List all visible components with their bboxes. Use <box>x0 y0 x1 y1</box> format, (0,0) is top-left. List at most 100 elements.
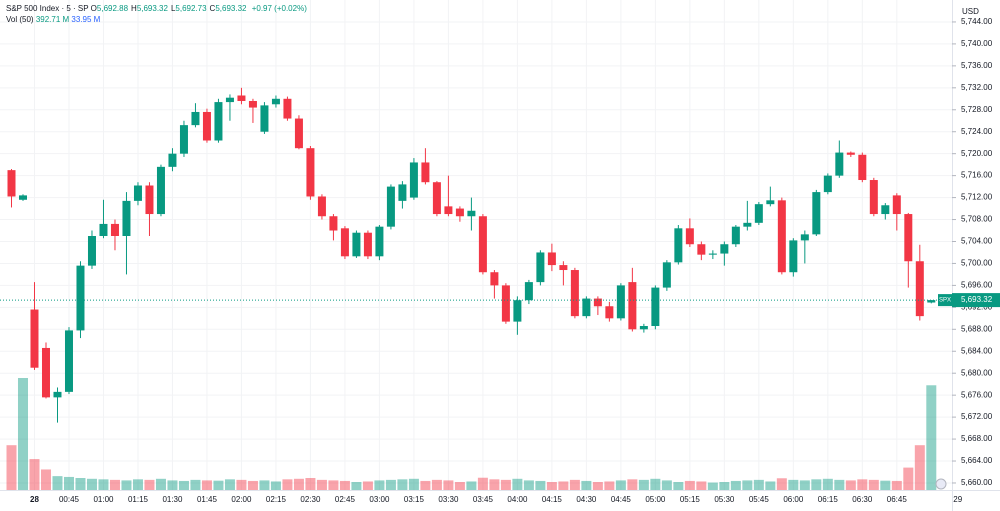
candle-body <box>720 244 729 254</box>
volume-bar <box>891 480 902 490</box>
volume-bar <box>213 480 224 490</box>
candle-body <box>892 195 901 215</box>
candle-body <box>432 182 441 215</box>
volume-bar <box>730 480 741 490</box>
volume-bar <box>374 480 385 490</box>
x-tick-label: 05:15 <box>680 495 701 504</box>
volume-bar <box>673 482 684 490</box>
candle-body <box>87 235 96 266</box>
candle-body <box>260 105 269 132</box>
volume-bar <box>190 479 201 490</box>
volume-bar <box>339 480 350 490</box>
candle-body <box>156 166 165 215</box>
candle-body <box>76 265 85 331</box>
volume-bar <box>799 480 810 490</box>
volume-bar <box>696 481 707 490</box>
volume-bar <box>811 479 822 490</box>
candle-body <box>363 232 372 257</box>
ohlc-key: O <box>90 4 97 13</box>
volume-bar <box>650 478 661 490</box>
volume-bar <box>420 480 431 490</box>
candle-body <box>64 330 73 392</box>
ohlc-value: 5,693.32 <box>136 4 168 13</box>
volume-bar <box>385 479 396 490</box>
x-tick-label: 06:00 <box>783 495 804 504</box>
ohlc-value: 5,692.88 <box>96 4 129 13</box>
candle-body <box>513 300 522 322</box>
volume-bar <box>638 479 649 490</box>
y-tick-label: 5,696.00 <box>961 281 993 290</box>
volume-bar <box>121 480 132 490</box>
volume-bar <box>201 480 212 490</box>
volume-title[interactable]: Vol (50) <box>6 15 34 24</box>
candle-body <box>915 261 924 317</box>
x-tick-label: 03:30 <box>438 495 459 504</box>
x-tick-label: 06:15 <box>818 495 839 504</box>
ohlc-value: 5,693.32 <box>215 4 247 13</box>
candle-body <box>283 98 292 119</box>
candle-body <box>743 222 752 227</box>
candle-body <box>202 111 211 141</box>
symbol[interactable]: S&P 500 Index · 5 · SP <box>6 4 89 13</box>
candle-body <box>651 287 660 327</box>
candle-body <box>754 204 763 223</box>
legend-row: S&P 500 Index · 5 · SP O5,692.88 H5,693.3… <box>6 3 307 14</box>
volume-bar <box>328 480 339 490</box>
volume-bar <box>305 478 316 490</box>
candle-body <box>248 100 257 108</box>
volume-bar <box>569 479 580 490</box>
volume-value: 392.71 M <box>35 15 70 24</box>
x-tick-label: 03:45 <box>473 495 494 504</box>
candle-body <box>7 170 16 197</box>
candle-body <box>110 223 119 236</box>
candle-body <box>271 98 280 105</box>
y-tick-label: 5,688.00 <box>961 324 993 333</box>
volume-bar <box>558 481 569 490</box>
volume-bar <box>431 479 442 490</box>
candle-body <box>812 192 821 235</box>
candle-body <box>547 252 556 266</box>
candle-body <box>352 232 361 257</box>
volume-bar <box>489 479 500 490</box>
candle-body <box>616 285 625 319</box>
volume-bar <box>443 480 454 490</box>
y-tick-label: 5,728.00 <box>961 105 993 114</box>
candle-body <box>294 118 303 149</box>
x-tick-label: 04:15 <box>542 495 563 504</box>
candle-body <box>122 200 131 236</box>
volume-bar <box>6 445 17 490</box>
candle-body <box>340 228 349 257</box>
candle-body <box>800 234 809 241</box>
candle-body <box>375 226 384 257</box>
volume-bar <box>224 479 235 490</box>
candle-body <box>306 148 315 197</box>
volume-bar <box>661 480 672 490</box>
candle-body <box>708 253 717 255</box>
x-tick-label: 05:30 <box>714 495 735 504</box>
volume-bar <box>167 480 178 490</box>
candle-body <box>478 216 487 273</box>
volume-bar <box>362 481 373 490</box>
y-tick-label: 5,668.00 <box>961 434 993 443</box>
volume-bar <box>523 480 534 490</box>
candle-body <box>927 300 936 303</box>
volume-bar <box>98 479 109 490</box>
volume-bar <box>868 479 879 490</box>
volume-bar <box>627 479 638 490</box>
candle-body <box>628 282 637 330</box>
y-tick-label: 5,720.00 <box>961 149 993 158</box>
x-tick-label: 02:15 <box>266 495 287 504</box>
flag-icon <box>935 478 947 490</box>
candle-body <box>582 298 591 317</box>
volume-bar <box>719 482 730 490</box>
volume-bar <box>615 480 626 490</box>
volume-bar <box>822 478 833 490</box>
volume-bar <box>535 480 546 490</box>
volume-bar <box>454 482 465 490</box>
volume-bar <box>742 480 753 490</box>
candle-body <box>524 282 533 301</box>
volume-bar <box>17 378 28 490</box>
y-tick-label: 5,672.00 <box>961 412 993 421</box>
x-tick-label: 05:45 <box>749 495 770 504</box>
y-tick-label: 5,660.00 <box>961 478 993 487</box>
